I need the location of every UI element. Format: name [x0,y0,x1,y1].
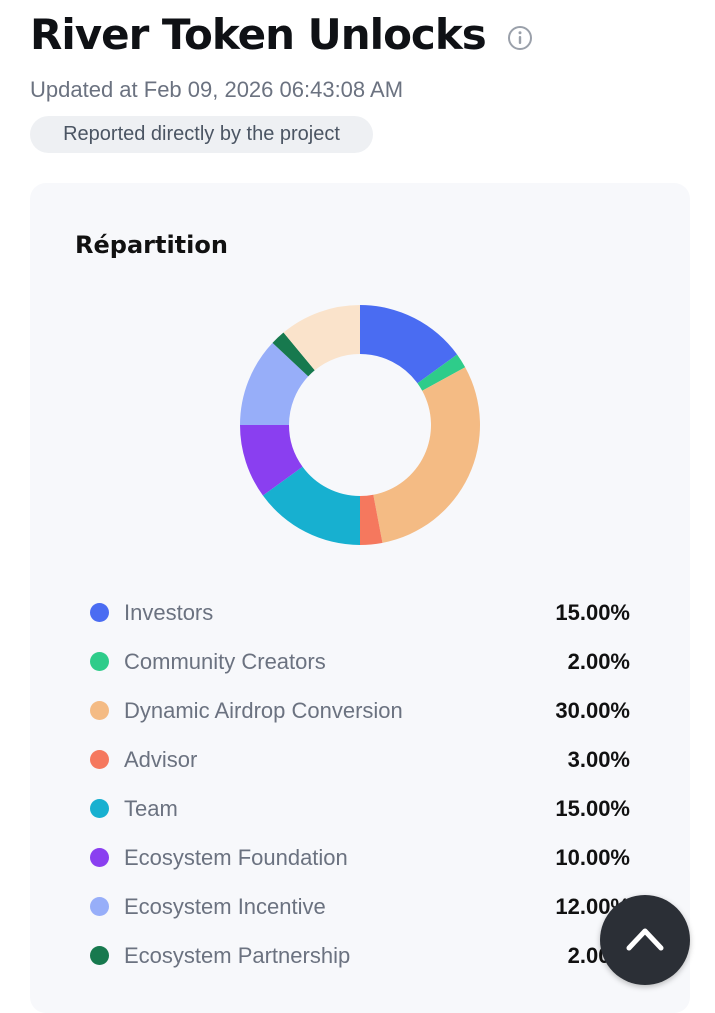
legend-label: Team [124,796,178,821]
legend-item: Community Creators 2.00% [90,637,630,686]
donut-slice-ecosystem-partnership[interactable] [272,332,315,377]
info-circle-icon[interactable] [507,25,533,51]
chevron-up-icon [626,928,664,951]
legend-color-dot [90,750,109,769]
legend-item: Advisor 3.00% [90,735,630,784]
legend-item: Ecosystem Incentive 12.00% [90,882,630,931]
legend-color-dot [90,897,109,916]
legend-item: Dynamic Airdrop Conversion 30.00% [90,686,630,735]
legend-item: Investors 15.00% [90,588,630,637]
legend-label: Investors [124,600,214,625]
legend-label: Dynamic Airdrop Conversion [124,698,403,723]
scroll-to-top-button[interactable] [600,895,690,985]
donut-slice-team[interactable] [262,466,360,545]
allocation-card: Répartition Investors 15.00% Community Cre… [30,183,690,1013]
donut-slice-community-creators[interactable] [417,354,466,391]
allocation-donut-chart [240,305,480,545]
donut-slice-unlabeled[interactable] [283,305,360,371]
card-title: Répartition [75,231,228,259]
donut-slice-investors[interactable] [360,305,458,384]
legend-item: Ecosystem Partnership 2.00% [90,931,630,980]
legend-label: Ecosystem Foundation [124,845,348,870]
legend-item: Ecosystem Foundation 10.00% [90,833,630,882]
legend-item: Team 15.00% [90,784,630,833]
legend-color-dot [90,603,109,622]
donut-slice-advisor[interactable] [360,494,383,545]
legend-color-dot [90,946,109,965]
legend-percentage: 10.00% [555,845,630,870]
page-title: River Token Unlocks [30,10,487,59]
legend-percentage: 2.00% [567,649,630,674]
legend-label: Advisor [124,747,198,772]
legend-percentage: 15.00% [555,796,630,821]
legend-percentage: 30.00% [555,698,630,723]
legend-color-dot [90,799,109,818]
legend-color-dot [90,701,109,720]
source-badge: Reported directly by the project [30,116,373,153]
legend-label: Community Creators [124,649,326,674]
donut-slice-dynamic-airdrop-conversion[interactable] [373,367,480,543]
legend-percentage: 3.00% [567,747,630,772]
legend-color-dot [90,652,109,671]
legend-color-dot [90,848,109,867]
donut-slice-ecosystem-incentive[interactable] [240,342,309,425]
donut-slice-ecosystem-foundation[interactable] [240,425,303,496]
legend-percentage: 15.00% [555,600,630,625]
legend-label: Ecosystem Incentive [124,894,326,919]
legend-label: Ecosystem Partnership [124,943,351,968]
updated-timestamp: Updated at Feb 09, 2026 06:43:08 AM [30,77,404,102]
